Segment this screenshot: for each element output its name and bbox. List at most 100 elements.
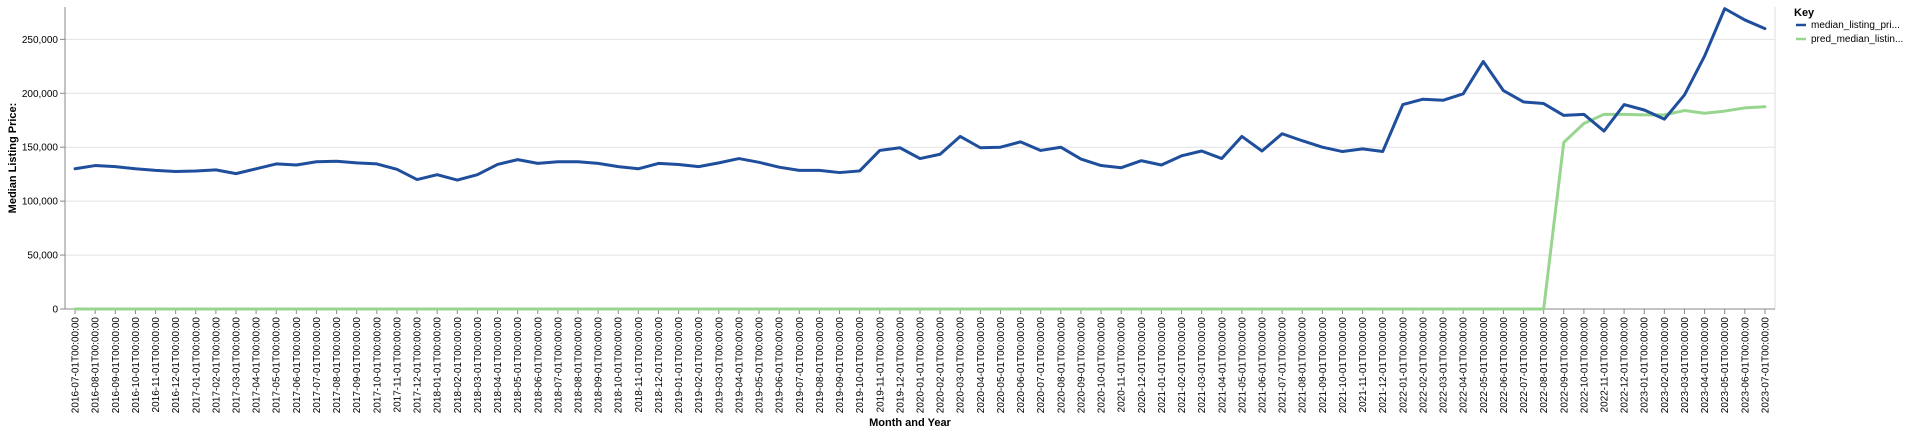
x-tick-label: 2022-05-01T00:00:00 — [1479, 317, 1490, 414]
x-tick-label: 2020-07-01T00:00:00 — [1036, 317, 1047, 414]
x-tick-label: 2021-01-01T00:00:00 — [1157, 317, 1168, 414]
y-tick-label: 250,000 — [22, 35, 59, 46]
x-tick-label: 2022-03-01T00:00:00 — [1439, 317, 1450, 414]
x-tick-label: 2019-10-01T00:00:00 — [855, 317, 866, 414]
x-tick-label: 2017-10-01T00:00:00 — [372, 317, 383, 414]
x-tick-label: 2021-10-01T00:00:00 — [1338, 317, 1349, 414]
x-tick-label: 2016-08-01T00:00:00 — [91, 317, 102, 414]
x-tick-label: 2020-11-01T00:00:00 — [1117, 317, 1128, 413]
x-tick-label: 2019-04-01T00:00:00 — [734, 317, 745, 414]
x-tick-label: 2019-11-01T00:00:00 — [875, 317, 886, 413]
gridlines — [65, 7, 1776, 309]
x-tick-label: 2016-07-01T00:00:00 — [71, 317, 82, 414]
x-tick-label: 2020-05-01T00:00:00 — [996, 317, 1007, 414]
y-tick-label: 50,000 — [27, 251, 58, 262]
y-tick-label: 150,000 — [22, 143, 59, 154]
x-tick-label: 2020-01-01T00:00:00 — [916, 317, 927, 414]
x-tick-label: 2021-11-01T00:00:00 — [1358, 317, 1369, 413]
x-tick-label: 2019-01-01T00:00:00 — [674, 317, 685, 414]
x-tick-label: 2020-08-01T00:00:00 — [1056, 317, 1067, 414]
x-tick-label: 2023-01-01T00:00:00 — [1640, 317, 1651, 414]
x-tick-label: 2022-10-01T00:00:00 — [1579, 317, 1590, 414]
x-tick-label: 2018-07-01T00:00:00 — [553, 317, 564, 414]
x-tick-label: 2019-05-01T00:00:00 — [755, 317, 766, 414]
x-tick-label: 2016-11-01T00:00:00 — [151, 317, 162, 413]
x-tick-label: 2017-03-01T00:00:00 — [232, 317, 243, 414]
legend-title: Key — [1794, 7, 1815, 19]
legend: Key median_listing_pri... pred_median_lis… — [1794, 7, 1903, 45]
x-tick-label: 2017-09-01T00:00:00 — [352, 317, 363, 414]
x-tick-label: 2019-02-01T00:00:00 — [694, 317, 705, 414]
x-tick-label: 2017-02-01T00:00:00 — [211, 317, 222, 414]
x-tick-label: 2022-09-01T00:00:00 — [1559, 317, 1570, 414]
x-tick-label: 2021-08-01T00:00:00 — [1298, 317, 1309, 414]
x-tick-label: 2021-05-01T00:00:00 — [1237, 317, 1248, 414]
x-tick-label: 2020-09-01T00:00:00 — [1076, 317, 1087, 414]
series-line-2 — [73, 105, 1767, 311]
x-tick-label: 2018-08-01T00:00:00 — [574, 317, 585, 414]
x-tick-label: 2018-04-01T00:00:00 — [493, 317, 504, 414]
x-tick-label: 2022-11-01T00:00:00 — [1600, 317, 1611, 413]
x-axis: 2016-07-01T00:00:00 2016-08-01T00:00:00 20… — [65, 308, 1775, 414]
x-tick-label: 2016-09-01T00:00:00 — [111, 317, 122, 414]
x-tick-label: 2020-02-01T00:00:00 — [936, 317, 947, 414]
x-tick-label: 2021-07-01T00:00:00 — [1278, 317, 1289, 414]
x-tick-label: 2019-12-01T00:00:00 — [895, 317, 906, 414]
x-tick-label: 2022-08-01T00:00:00 — [1539, 317, 1550, 414]
x-tick-label: 2021-09-01T00:00:00 — [1318, 317, 1329, 414]
x-tick-label: 2018-06-01T00:00:00 — [533, 317, 544, 414]
y-axis-title: Median Listing Price: — [7, 103, 19, 214]
x-tick-label: 2021-06-01T00:00:00 — [1258, 317, 1269, 414]
x-tick-label: 2020-06-01T00:00:00 — [1016, 317, 1027, 414]
x-tick-label: 2017-01-01T00:00:00 — [191, 317, 202, 414]
x-tick-label: 2017-06-01T00:00:00 — [292, 317, 303, 414]
y-tick-label: 200,000 — [22, 89, 59, 100]
x-tick-label: 2017-12-01T00:00:00 — [413, 317, 424, 414]
x-tick-label: 2017-04-01T00:00:00 — [252, 317, 263, 414]
x-tick-label: 2020-03-01T00:00:00 — [956, 317, 967, 414]
x-tick-label: 2016-12-01T00:00:00 — [171, 317, 182, 414]
x-tick-label: 2022-01-01T00:00:00 — [1398, 317, 1409, 414]
legend-label: pred_median_listin... — [1811, 34, 1903, 45]
x-tick-label: 2017-07-01T00:00:00 — [312, 317, 323, 414]
x-tick-label: 2019-09-01T00:00:00 — [835, 317, 846, 414]
x-tick-label: 2018-09-01T00:00:00 — [594, 317, 605, 414]
x-tick-label: 2021-04-01T00:00:00 — [1217, 317, 1228, 414]
x-tick-label: 2022-07-01T00:00:00 — [1519, 317, 1530, 414]
x-tick-label: 2020-10-01T00:00:00 — [1097, 317, 1108, 414]
x-tick-label: 2022-06-01T00:00:00 — [1499, 317, 1510, 414]
x-tick-label: 2023-02-01T00:00:00 — [1660, 317, 1671, 414]
x-tick-label: 2018-10-01T00:00:00 — [614, 317, 625, 414]
series-line-1 — [73, 7, 1767, 182]
x-tick-label: 2019-06-01T00:00:00 — [775, 317, 786, 414]
y-tick-label: 100,000 — [22, 197, 59, 208]
y-tick-label: 0 — [52, 305, 58, 316]
x-tick-label: 2017-05-01T00:00:00 — [272, 317, 283, 414]
x-tick-label: 2018-05-01T00:00:00 — [513, 317, 524, 414]
x-tick-label: 2020-04-01T00:00:00 — [976, 317, 987, 414]
x-tick-label: 2018-11-01T00:00:00 — [634, 317, 645, 413]
legend-label: median_listing_pri... — [1811, 20, 1900, 31]
x-tick-label: 2022-02-01T00:00:00 — [1418, 317, 1429, 414]
x-tick-label: 2021-12-01T00:00:00 — [1378, 317, 1389, 414]
x-tick-label: 2019-08-01T00:00:00 — [815, 317, 826, 414]
x-tick-label: 2016-10-01T00:00:00 — [131, 317, 142, 414]
x-tick-label: 2018-03-01T00:00:00 — [473, 317, 484, 414]
x-tick-label: 2019-03-01T00:00:00 — [714, 317, 725, 414]
x-tick-label: 2023-06-01T00:00:00 — [1740, 317, 1751, 414]
x-tick-label: 2020-12-01T00:00:00 — [1137, 317, 1148, 414]
x-tick-label: 2021-02-01T00:00:00 — [1177, 317, 1188, 414]
x-tick-label: 2017-08-01T00:00:00 — [332, 317, 343, 414]
x-tick-label: 2022-12-01T00:00:00 — [1620, 317, 1631, 414]
x-tick-label: 2018-02-01T00:00:00 — [453, 317, 464, 414]
y-axis: 0 50,000 100,000 150,000 200,000 250,000 — [22, 7, 66, 316]
x-tick-label: 2021-03-01T00:00:00 — [1197, 317, 1208, 414]
x-tick-label: 2023-03-01T00:00:00 — [1680, 317, 1691, 414]
x-tick-label: 2017-11-01T00:00:00 — [392, 317, 403, 413]
x-tick-label: 2023-07-01T00:00:00 — [1760, 317, 1771, 414]
series-lines — [73, 7, 1767, 311]
x-tick-label: 2023-04-01T00:00:00 — [1700, 317, 1711, 414]
x-tick-label: 2018-01-01T00:00:00 — [433, 317, 444, 414]
x-tick-label: 2019-07-01T00:00:00 — [795, 317, 806, 414]
